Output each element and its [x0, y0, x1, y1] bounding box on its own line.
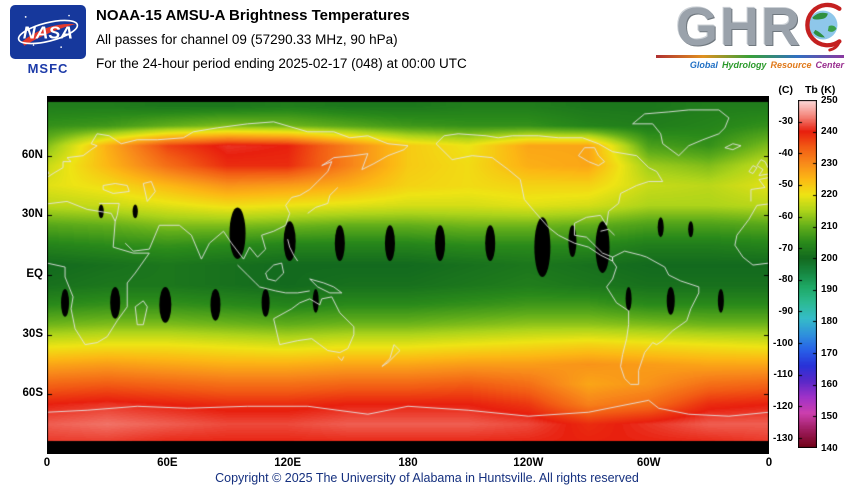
colorbar [798, 100, 817, 448]
colorbar-k-tick-240: 240 [821, 126, 838, 138]
ghrc-tagline-word: Resource [770, 60, 812, 70]
nasa-logo[interactable]: NASA [10, 5, 86, 59]
colorbar-c-tick--30: -30 [778, 116, 793, 128]
ghrc-underline [656, 55, 844, 58]
y-tick-60N: 60N [21, 148, 43, 161]
subtitle-channel: All passes for channel 09 (57290.33 MHz,… [96, 32, 398, 47]
colorbar-k-tick-180: 180 [821, 315, 838, 327]
colorbar-c-tick--70: -70 [778, 242, 793, 254]
colorbar-celsius-label: (C) [778, 84, 793, 96]
y-tick-30N: 30N [21, 208, 43, 221]
brightness-temperature-map [47, 96, 769, 454]
ghrc-tagline-word: Hydrology [721, 60, 767, 70]
y-tick-EQ: EQ [26, 268, 43, 280]
ghrc-tagline: Global Hydrology Resource Center [686, 60, 844, 70]
msfc-label: MSFC [27, 61, 69, 76]
copyright-text: Copyright © 2025 The University of Alaba… [215, 471, 639, 485]
ghrc-tagline-word: Global [689, 60, 718, 70]
colorbar-c-tick--80: -80 [778, 274, 793, 286]
x-tick-60W-5: 60W [636, 457, 661, 469]
x-tick-120E-2: 120E [274, 457, 302, 469]
subtitle-period: For the 24-hour period ending 2025-02-17… [96, 56, 467, 71]
page-title: NOAA-15 AMSU-A Brightness Temperatures [96, 7, 410, 24]
colorbar-c-tick--100: -100 [772, 337, 793, 349]
colorbar-k-tick-190: 190 [821, 284, 838, 296]
colorbar-c-tick--110: -110 [773, 369, 793, 381]
colorbar-k-tick-170: 170 [821, 347, 838, 359]
colorbar-k-tick-210: 210 [821, 221, 838, 233]
ghrc-logo[interactable]: GHR [676, 0, 848, 54]
colorbar-c-tick--130: -130 [772, 432, 793, 444]
x-tick-0-6: 0 [765, 457, 773, 469]
colorbar-k-tick-220: 220 [821, 189, 838, 201]
colorbar-c-tick--60: -60 [778, 211, 793, 223]
colorbar-c-tick--120: -120 [772, 400, 793, 412]
colorbar-c-tick--40: -40 [778, 147, 793, 159]
x-tick-60E-1: 60E [157, 457, 178, 469]
ghrc-tagline-word: Center [815, 60, 844, 70]
x-tick-0-0: 0 [43, 457, 51, 469]
ghrc-letters: GHR [676, 0, 802, 57]
colorbar-c-tick--50: -50 [778, 179, 793, 191]
colorbar-c-tick--90: -90 [778, 305, 793, 317]
colorbar-kelvin-label: Tb (K) [805, 84, 836, 96]
colorbar-k-tick-150: 150 [821, 410, 838, 422]
globe-icon [805, 2, 842, 52]
y-tick-30S: 30S [22, 327, 43, 340]
colorbar-k-tick-230: 230 [821, 157, 838, 169]
nasa-insignia-icon: NASA [17, 14, 79, 48]
colorbar-k-tick-250: 250 [821, 94, 838, 106]
colorbar-k-tick-160: 160 [821, 379, 838, 391]
x-tick-120W-4: 120W [513, 457, 544, 469]
colorbar-k-tick-200: 200 [821, 252, 838, 264]
x-tick-180-3: 180 [398, 457, 418, 469]
y-tick-60S: 60S [22, 387, 43, 400]
svg-text:NASA: NASA [23, 23, 73, 43]
colorbar-k-tick-140: 140 [821, 442, 838, 454]
